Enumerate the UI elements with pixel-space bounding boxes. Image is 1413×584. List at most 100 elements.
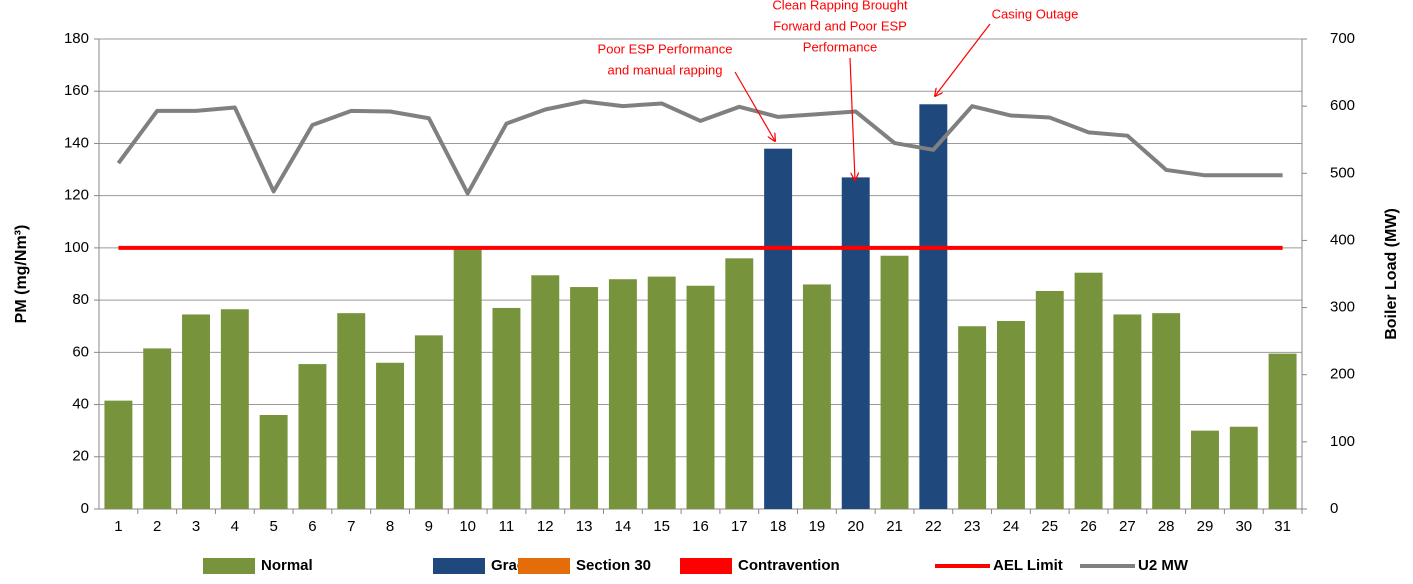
y-tick-label: 0 [81,500,89,517]
x-tick-label: 20 [847,518,864,535]
bar [1191,430,1219,509]
y-tick-label: 120 [64,187,89,204]
x-tick-label: 14 [615,518,632,535]
x-tick-label: 13 [576,518,593,535]
legend-label: Section 30 [576,557,651,574]
x-tick-label: 31 [1274,518,1291,535]
y-tick-label: 140 [64,134,89,151]
bar [919,104,948,510]
legend-label: U2 MW [1138,557,1189,574]
bar [958,326,987,509]
x-tick-label: 9 [425,518,433,535]
x-tick-label: 11 [499,518,515,535]
x-tick-label: 30 [1235,518,1252,535]
x-tick-label: 5 [269,518,277,535]
bar [841,177,870,509]
x-tick-label: 3 [192,518,200,535]
y2-tick-label: 500 [1330,164,1355,181]
legend-swatch [680,558,732,574]
legend-swatch [203,558,255,574]
y-tick-label: 40 [72,396,89,413]
x-tick-label: 23 [964,518,981,535]
legend-swatch [518,558,570,574]
bar [492,307,521,509]
legend-swatch [433,558,485,574]
bar [376,362,405,509]
y-axis-label: PM (mg/Nm³) [13,225,30,324]
x-tick-label: 6 [308,518,316,535]
x-tick-label: 27 [1119,518,1136,535]
x-tick-label: 1 [114,518,122,535]
bar [686,285,715,509]
bar [143,348,172,509]
x-tick-label: 10 [459,518,476,535]
x-tick-label: 4 [231,518,239,535]
annotation-arrow [935,23,991,96]
annotation-arrow [734,71,775,141]
annotation: Clean Rapping Brought [772,0,908,12]
y-tick-label: 80 [72,291,89,308]
y2-tick-label: 700 [1330,30,1355,47]
x-tick-label: 2 [153,518,161,535]
annotation: Casing Outage [992,6,1079,21]
legend-label: Contravention [738,557,840,574]
bar [1113,314,1142,509]
bar [802,284,831,509]
x-tick-label: 15 [653,518,670,535]
bar [220,309,249,509]
y2-tick-label: 600 [1330,97,1355,114]
x-tick-label: 24 [1003,518,1020,535]
y-tick-label: 60 [72,343,89,360]
bar [104,400,133,509]
bar [608,279,637,509]
bar [1268,353,1297,509]
bar [996,321,1025,509]
y2-tick-label: 100 [1330,433,1355,450]
bar [531,275,560,509]
x-tick-label: 16 [692,518,709,535]
x-tick-label: 7 [347,518,355,535]
bar [337,313,366,509]
y2-axis-label: Boiler Load (MW) [1383,208,1400,340]
x-tick-label: 12 [537,518,554,535]
legend-label: AEL Limit [993,557,1063,574]
y-tick-label: 20 [72,448,89,465]
bar [570,287,599,509]
y2-tick-label: 300 [1330,299,1355,316]
bar [725,258,754,509]
bar [414,335,443,509]
bar [880,255,909,509]
annotation: Poor ESP Performance [598,41,733,56]
annotation-arrow [849,57,855,180]
x-tick-label: 18 [770,518,787,535]
x-tick-label: 22 [925,518,942,535]
bar [453,247,482,509]
annotation: Forward and Poor ESP [773,18,907,33]
y-tick-label: 160 [64,82,89,99]
x-tick-label: 28 [1158,518,1175,535]
bar [764,148,793,509]
line [116,99,1283,196]
bar [182,314,210,509]
bar [647,276,676,509]
y2-tick-label: 400 [1330,231,1355,248]
y2-tick-label: 0 [1330,500,1338,517]
x-tick-label: 19 [809,518,826,535]
bar [1074,272,1103,509]
x-tick-label: 21 [886,518,903,535]
y2-tick-label: 200 [1330,366,1355,383]
bar [259,415,288,509]
x-tick-label: 29 [1197,518,1214,535]
bar [1229,426,1258,509]
annotation: Performance [803,39,877,54]
x-tick-label: 8 [386,518,394,535]
x-tick-label: 26 [1080,518,1097,535]
y-tick-label: 100 [64,239,89,256]
legend-label: Normal [261,557,313,574]
bar [1035,290,1064,509]
x-tick-label: 17 [731,518,748,535]
bar [1152,313,1181,509]
x-tick-label: 25 [1041,518,1058,535]
annotation: and manual rapping [608,62,723,77]
